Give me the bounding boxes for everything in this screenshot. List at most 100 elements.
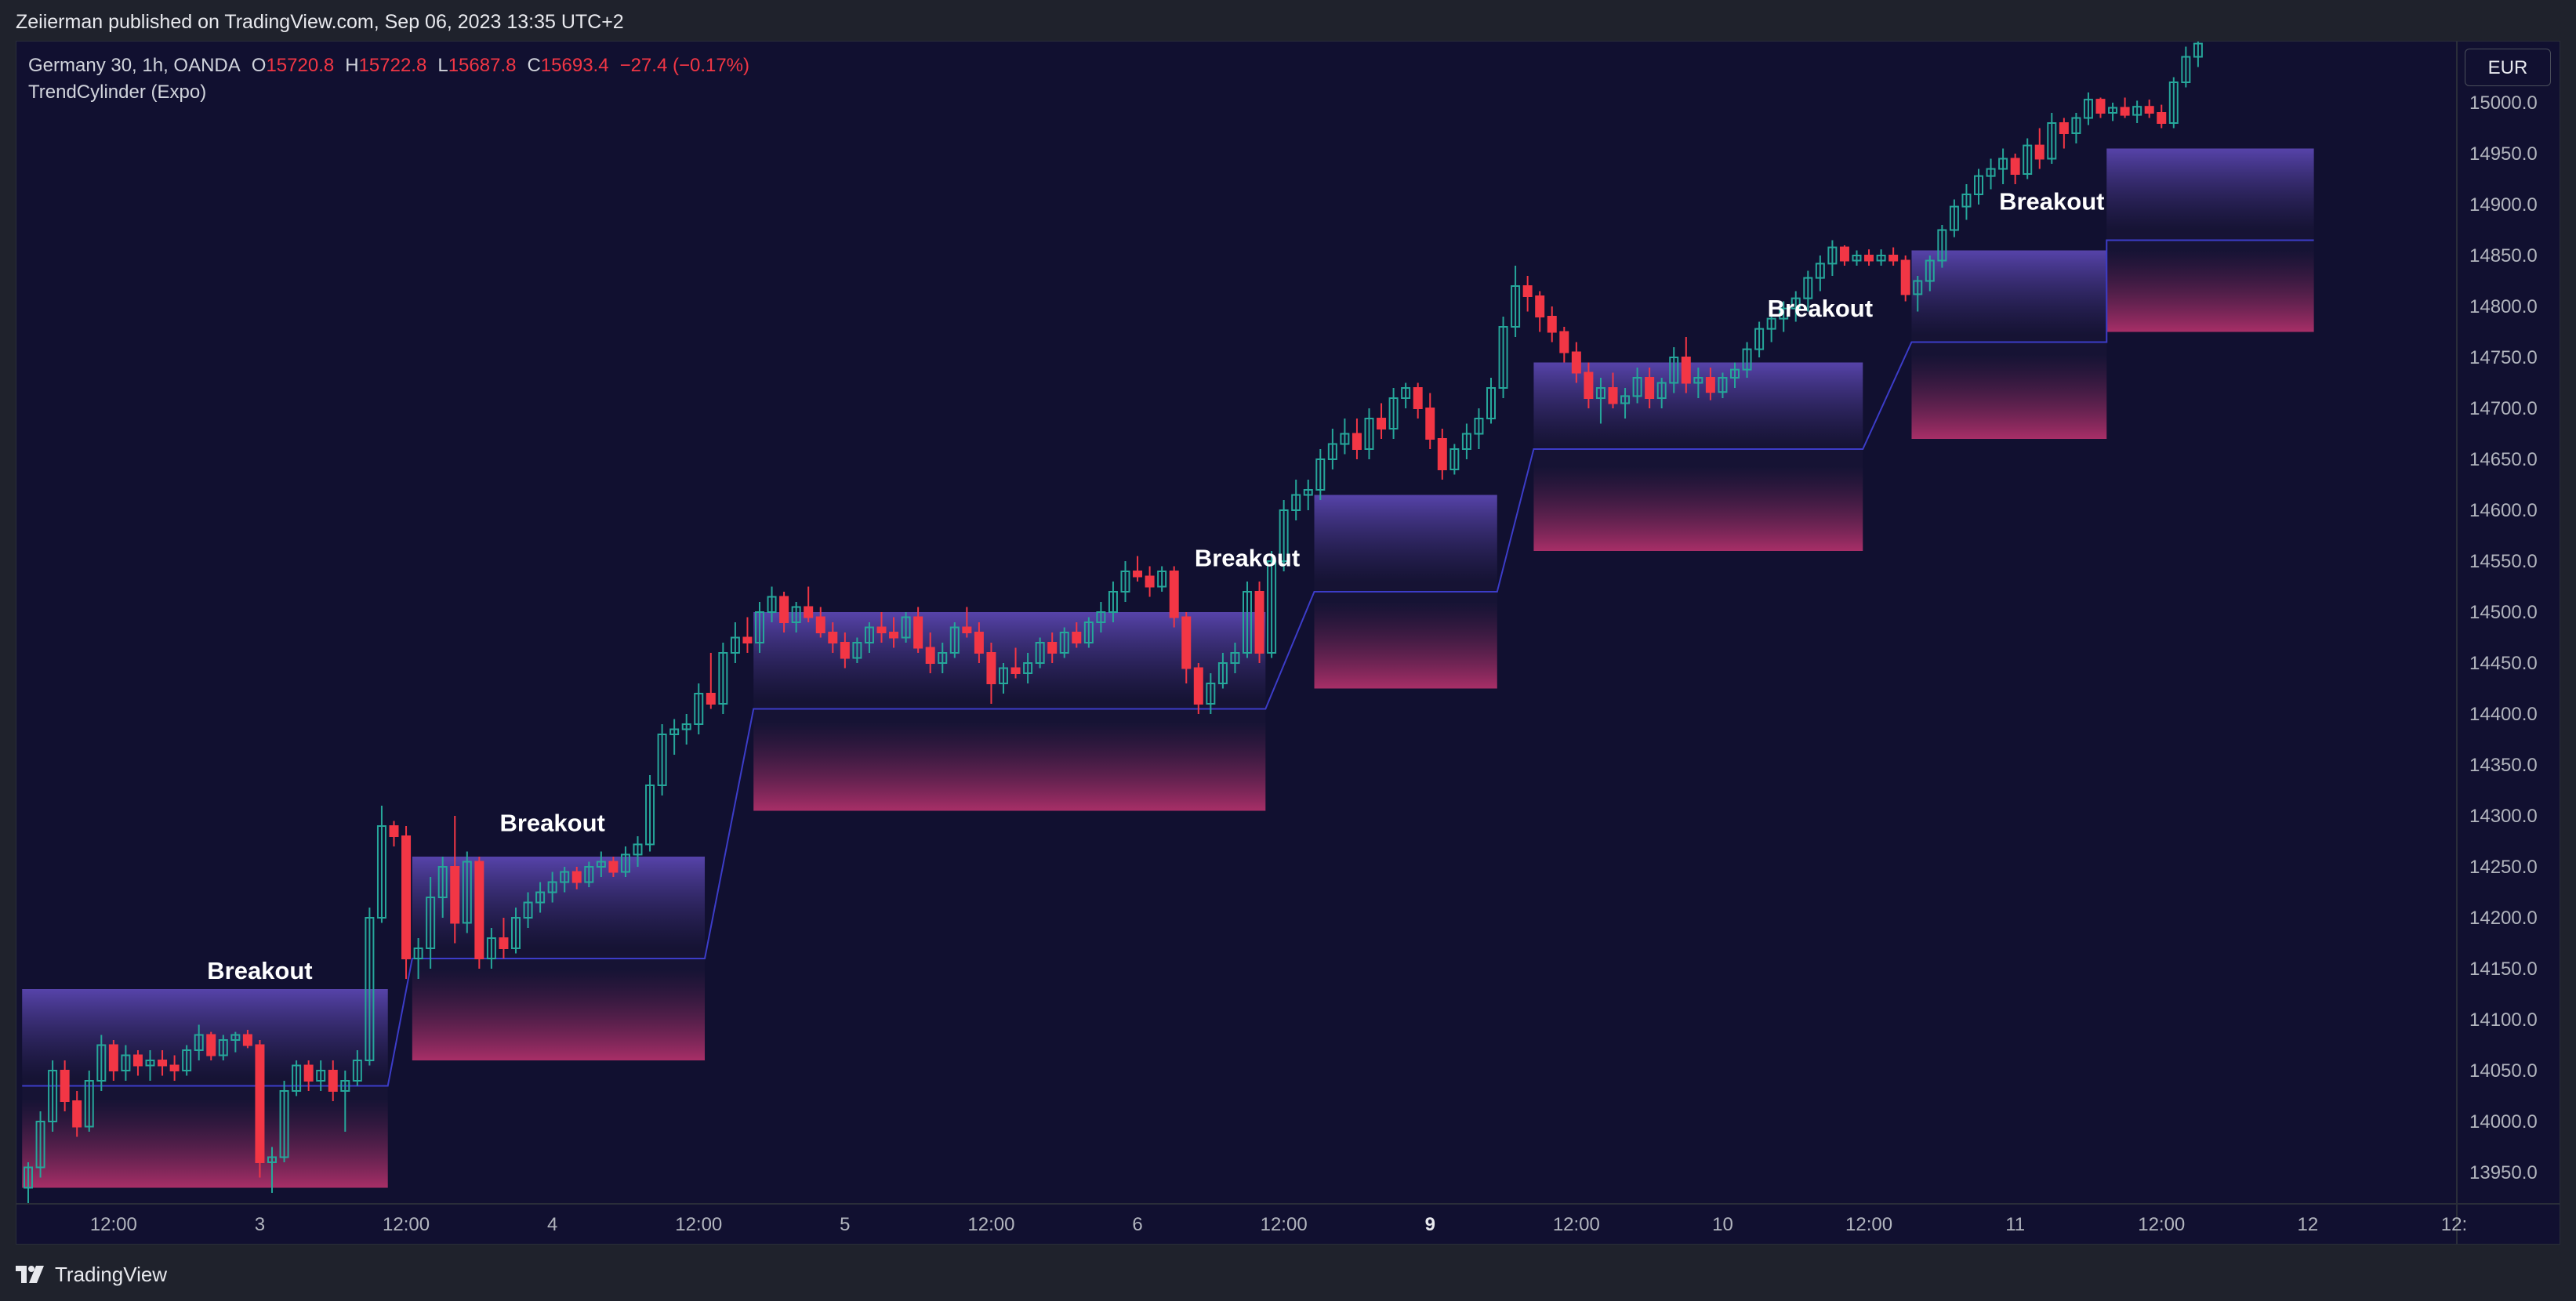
candle[interactable] [1291, 480, 1301, 520]
candle[interactable] [2168, 77, 2179, 129]
candle[interactable] [523, 892, 533, 929]
candle[interactable] [1718, 372, 1728, 399]
candle[interactable] [1864, 249, 1874, 266]
candle[interactable] [1230, 643, 1240, 673]
candle[interactable] [1486, 378, 1496, 424]
candle[interactable] [35, 1111, 45, 1178]
candle[interactable] [2193, 37, 2203, 67]
candle[interactable] [158, 1050, 168, 1076]
candle[interactable] [1120, 561, 1130, 602]
candle[interactable] [1925, 255, 1935, 292]
candle[interactable] [255, 1040, 265, 1178]
candle[interactable] [840, 632, 850, 669]
candle[interactable] [1023, 653, 1033, 683]
candle[interactable] [1839, 245, 1849, 266]
candle[interactable] [267, 1147, 277, 1194]
candle[interactable] [426, 877, 436, 969]
candle[interactable] [2034, 128, 2044, 169]
candle[interactable] [767, 586, 777, 623]
candle[interactable] [1145, 566, 1155, 597]
candle[interactable] [2144, 100, 2154, 118]
candle[interactable] [1791, 291, 1801, 322]
candle[interactable] [1267, 551, 1277, 658]
candle[interactable] [1425, 393, 1435, 450]
candle[interactable] [657, 724, 667, 795]
candle[interactable] [742, 617, 753, 654]
candle[interactable] [2071, 113, 2081, 143]
candle[interactable] [401, 826, 412, 979]
candle[interactable] [60, 1060, 70, 1111]
candle[interactable] [1620, 388, 1631, 419]
candle[interactable] [974, 622, 984, 663]
candle[interactable] [633, 836, 643, 867]
candle[interactable] [1010, 647, 1021, 679]
candle[interactable] [1083, 617, 1094, 648]
candle[interactable] [1742, 342, 1752, 379]
candle[interactable] [1766, 311, 1776, 342]
candle[interactable] [182, 1045, 192, 1076]
candle[interactable] [1449, 444, 1460, 475]
candle[interactable] [571, 867, 582, 890]
candle[interactable] [1133, 556, 1143, 582]
candle[interactable] [328, 1060, 338, 1101]
candle[interactable] [620, 846, 630, 877]
candle[interactable] [1669, 347, 1679, 393]
candle[interactable] [2120, 97, 2130, 118]
candle[interactable] [1193, 663, 1203, 714]
candle[interactable] [230, 1031, 241, 1053]
candle[interactable] [1949, 199, 1959, 237]
candle[interactable] [1351, 419, 1362, 459]
candle[interactable] [962, 607, 972, 638]
candle[interactable] [2023, 138, 2033, 179]
candle[interactable] [669, 719, 680, 756]
candle[interactable] [1401, 382, 1411, 409]
candle[interactable] [1986, 158, 1996, 190]
candle[interactable] [791, 602, 801, 632]
candle[interactable] [169, 1055, 180, 1082]
candle[interactable] [913, 607, 923, 654]
candle[interactable] [1254, 582, 1264, 663]
candle[interactable] [2108, 103, 2118, 121]
candle[interactable] [1681, 337, 1691, 393]
candle[interactable] [1547, 306, 1557, 342]
candle[interactable] [1315, 449, 1326, 500]
candle[interactable] [706, 653, 716, 709]
candle[interactable] [1645, 368, 1655, 408]
candle[interactable] [279, 1081, 289, 1162]
candle[interactable] [1852, 250, 1862, 266]
candle[interactable] [303, 1060, 314, 1091]
currency-button[interactable]: EUR [2465, 49, 2551, 86]
candle[interactable] [1656, 378, 1667, 408]
candle[interactable] [1559, 327, 1569, 363]
candle[interactable] [242, 1030, 252, 1049]
candle[interactable] [986, 643, 996, 704]
candle[interactable] [804, 586, 814, 623]
candle[interactable] [194, 1024, 204, 1061]
candle[interactable] [925, 632, 935, 673]
candle[interactable] [694, 683, 704, 734]
candle[interactable] [1803, 270, 1813, 312]
candle[interactable] [2010, 154, 2020, 184]
candle[interactable] [1937, 225, 1947, 268]
candle[interactable] [876, 612, 887, 643]
candle[interactable] [755, 602, 764, 653]
candle[interactable] [365, 908, 375, 1066]
candle[interactable] [1279, 500, 1289, 571]
candle[interactable] [450, 816, 460, 944]
candle[interactable] [1059, 627, 1069, 658]
candle[interactable] [1157, 566, 1167, 593]
candle[interactable] [1327, 429, 1337, 469]
candle[interactable] [352, 1050, 362, 1086]
candle[interactable] [2157, 104, 2167, 129]
candle[interactable] [1900, 255, 1910, 302]
candle[interactable] [1181, 612, 1192, 683]
candle[interactable] [1388, 388, 1399, 439]
candle[interactable] [389, 821, 399, 847]
candle[interactable] [608, 857, 619, 877]
candle[interactable] [1693, 368, 1703, 398]
candle[interactable] [1364, 408, 1374, 459]
candle[interactable] [1096, 602, 1106, 632]
candle[interactable] [340, 1071, 350, 1132]
candle[interactable] [462, 851, 472, 933]
